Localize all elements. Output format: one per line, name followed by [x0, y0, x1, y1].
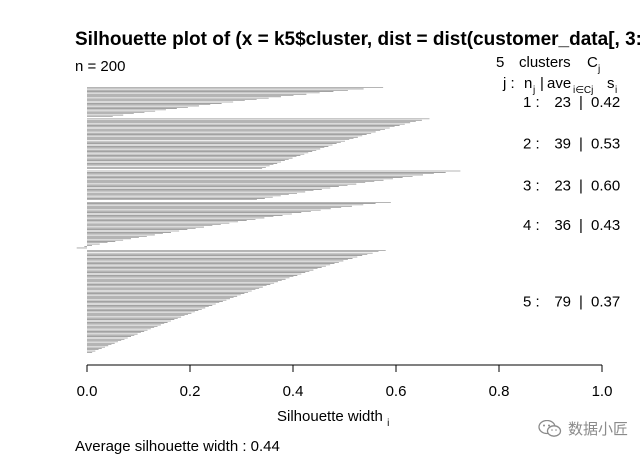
- x-axis-label: Silhouette width i: [277, 408, 389, 429]
- cluster-stats: 1 : 23 | 0.42 2 : 39 | 0.53 3 : 23 | 0.60 4 : 36 | 0.43…: [523, 94, 620, 310]
- cluster-size: 23: [554, 94, 571, 111]
- cluster-separator: |: [579, 217, 583, 234]
- cluster-avg-width: 0.60: [591, 177, 620, 194]
- header-c-sub: j: [597, 64, 600, 75]
- n-label: n = 200: [75, 58, 125, 75]
- cluster-size: 39: [554, 136, 571, 153]
- x-tick-label: 1.0: [592, 383, 613, 400]
- header-clusters-word: clusters: [519, 54, 571, 71]
- x-tick-label: 0.8: [489, 383, 510, 400]
- cluster-separator: |: [579, 136, 583, 153]
- x-tick-label: 0.6: [386, 383, 407, 400]
- cluster-avg-width: 0.37: [591, 293, 620, 310]
- header-j-label: j :: [502, 75, 515, 92]
- avg-silhouette-value: 0.44: [251, 438, 280, 455]
- cluster-label: 2 :: [523, 136, 540, 153]
- watermark: 数据小匠: [538, 418, 628, 439]
- silhouette-bars: [76, 87, 461, 353]
- cluster-avg-width: 0.53: [591, 136, 620, 153]
- x-axis-label-sub: i: [387, 418, 389, 429]
- cluster-size: 79: [554, 293, 571, 310]
- cluster-2-bars: [87, 118, 430, 169]
- x-axis-label-main: Silhouette width: [277, 408, 383, 425]
- chart-title: Silhouette plot of (x = k5$cluster, dist…: [75, 29, 640, 50]
- cluster-separator: |: [579, 177, 583, 194]
- header-s-label: s: [607, 75, 615, 92]
- cluster-header: 5 clusters C j j : n j | ave i∈Cj s i: [496, 54, 617, 96]
- cluster-label: 5 :: [523, 293, 540, 310]
- cluster-1-bars: [87, 87, 384, 117]
- cluster-label: 1 :: [523, 94, 540, 111]
- cluster-label: 4 :: [523, 217, 540, 234]
- x-ticks: 0.0 0.2 0.4 0.6 0.8 1.0: [77, 365, 613, 400]
- cluster-4-bars: [76, 201, 391, 249]
- header-bar: |: [540, 75, 544, 92]
- cluster-separator: |: [579, 293, 583, 310]
- cluster-3-bars: [87, 170, 461, 201]
- header-ave-sub: i∈Cj: [573, 85, 593, 96]
- cluster-size: 36: [554, 217, 571, 234]
- header-ave-label: ave: [547, 75, 571, 92]
- avg-silhouette-label: Average silhouette width :: [75, 438, 247, 455]
- x-tick-label: 0.2: [180, 383, 201, 400]
- header-s-sub: i: [615, 85, 617, 96]
- header-n-sub: j: [532, 85, 535, 96]
- header-k: 5: [496, 54, 504, 71]
- watermark-text: 数据小匠: [567, 421, 628, 438]
- x-axis: 0.0 0.2 0.4 0.6 0.8 1.0: [77, 364, 613, 400]
- header-n-label: n: [524, 75, 532, 92]
- cluster-size: 23: [554, 177, 571, 194]
- header-c-label: C: [587, 54, 598, 71]
- cluster-avg-width: 0.42: [591, 94, 620, 111]
- x-tick-label: 0.0: [77, 383, 98, 400]
- cluster-avg-width: 0.43: [591, 217, 620, 234]
- cluster-5-bars: [87, 250, 386, 353]
- x-tick-label: 0.4: [283, 383, 304, 400]
- cluster-label: 3 :: [523, 177, 540, 194]
- avg-silhouette: Average silhouette width : 0.44: [75, 438, 280, 455]
- wechat-icon: [538, 419, 562, 437]
- cluster-separator: |: [579, 94, 583, 111]
